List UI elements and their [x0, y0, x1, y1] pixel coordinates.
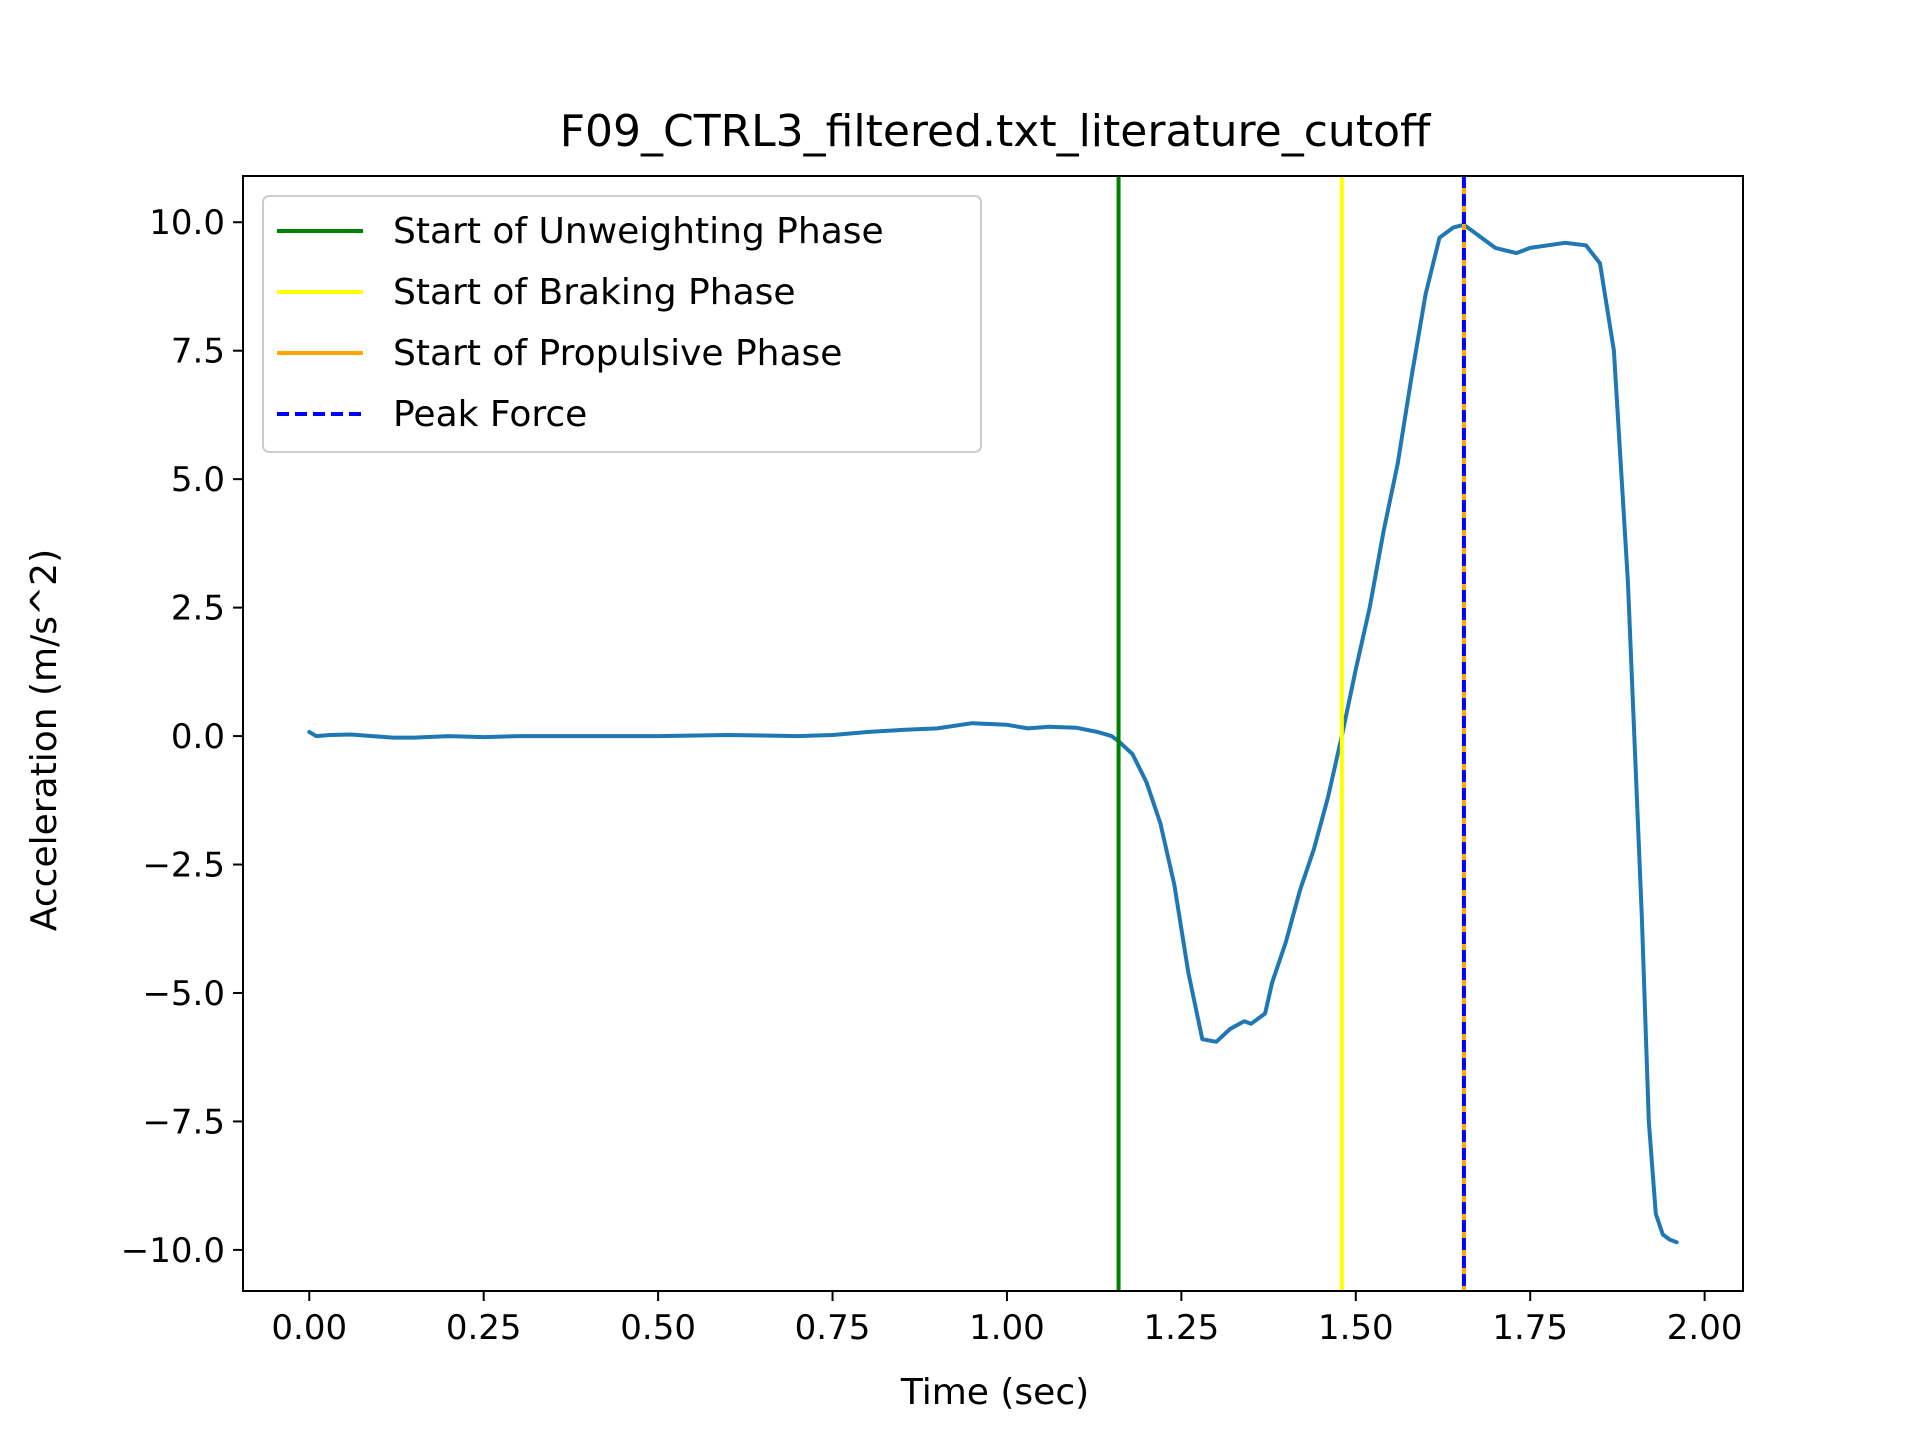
y-tick-label: −10.0: [121, 1231, 225, 1271]
y-tick-label: −2.5: [142, 846, 225, 886]
y-tick-label: 2.5: [171, 589, 225, 629]
x-tick-label: 1.25: [1144, 1308, 1220, 1348]
x-tick-label: 0.75: [795, 1308, 871, 1348]
x-axis-title: Time (sec): [900, 1372, 1089, 1413]
x-tick-label: 0.25: [446, 1308, 522, 1348]
plot-area: [307, 176, 1679, 1291]
y-tick-label: 7.5: [171, 332, 225, 372]
axes-frame: [242, 175, 1744, 1292]
y-tick-label: 10.0: [149, 203, 225, 243]
plot-content: [307, 176, 1679, 1291]
legend: Start of Unweighting Phase Start of Braki…: [262, 195, 982, 453]
legend-box: [262, 195, 982, 453]
x-tick-label: 2.00: [1667, 1308, 1743, 1348]
y-tick-label: −5.0: [142, 974, 225, 1014]
series-line-0: [307, 222, 1679, 1245]
x-tick-label: 1.75: [1492, 1308, 1568, 1348]
legend-label-peak-force: Peak Force: [393, 394, 587, 435]
y-tick-label: −7.5: [142, 1102, 225, 1142]
y-tick-label: 5.0: [171, 460, 225, 500]
axes: 0.00 0.25 0.50 0.75 1.00 1.25 1.50 1.75 2.00 10.0…: [121, 175, 1744, 1348]
x-tick-label: 0.50: [620, 1308, 696, 1348]
legend-label-start-of-propulsive-phase: Start of Propulsive Phase: [393, 333, 842, 374]
legend-label-start-of-braking-phase: Start of Braking Phase: [393, 272, 796, 313]
y-axis-title: Acceleration (m/s^2): [24, 549, 65, 931]
x-tick-label: 1.50: [1318, 1308, 1394, 1348]
x-tick-label: 0.00: [271, 1308, 347, 1348]
legend-label-start-of-unweighting-phase: Start of Unweighting Phase: [393, 211, 884, 252]
x-tick-label: 1.00: [969, 1308, 1045, 1348]
y-tick-label: 0.0: [171, 717, 225, 757]
chart-title: F09_CTRL3_filtered.txt_literature_cutoff: [560, 106, 1432, 157]
